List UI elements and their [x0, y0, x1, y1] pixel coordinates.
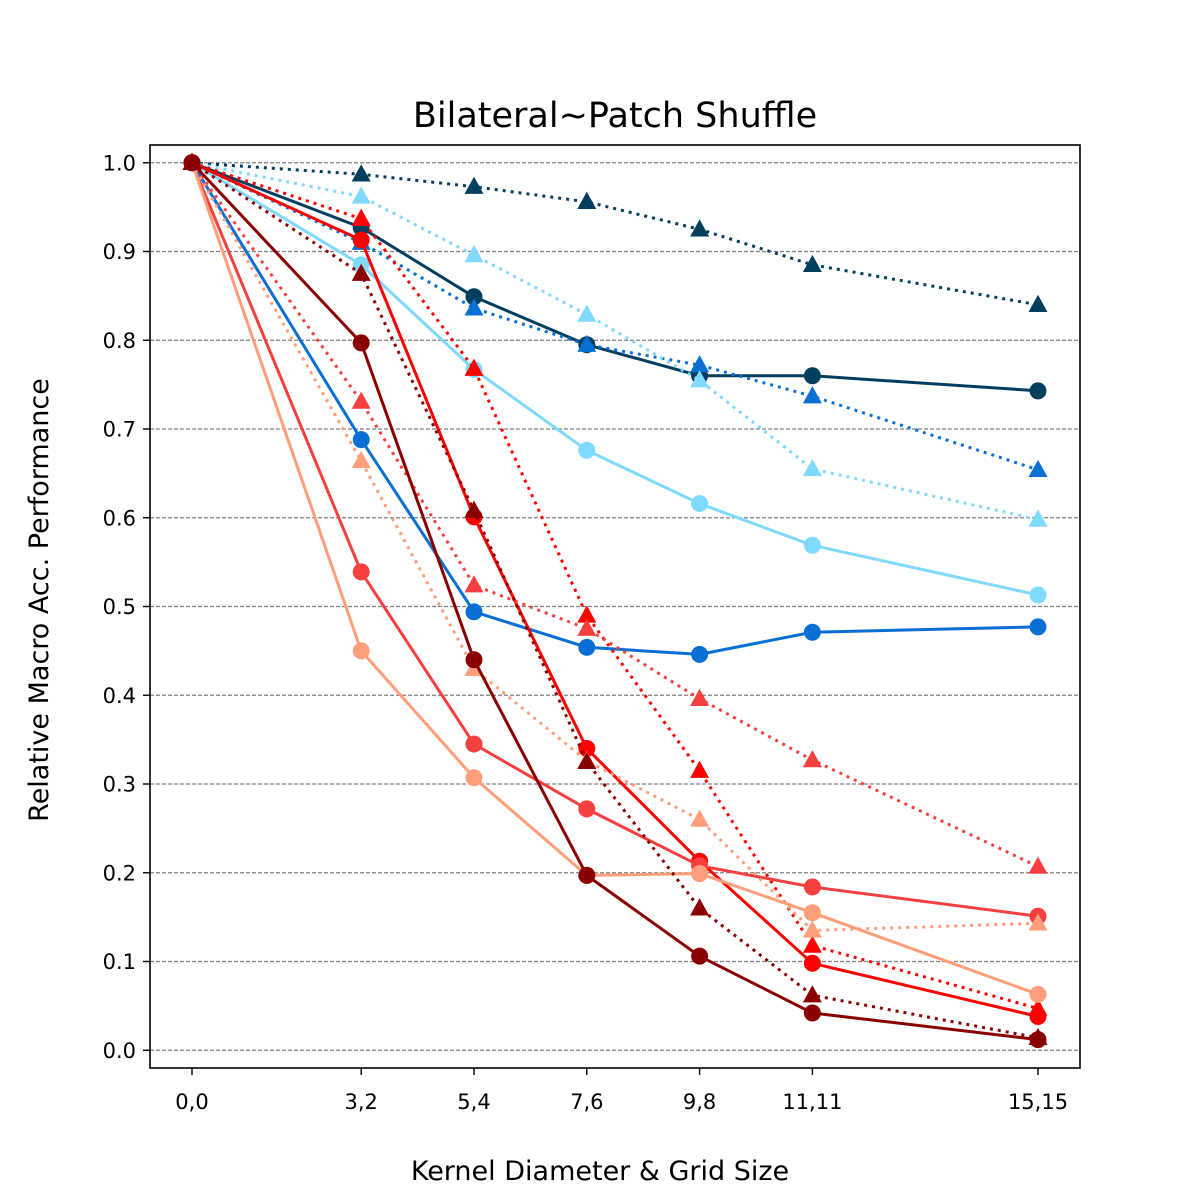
data-point: [1028, 459, 1048, 478]
data-point: [182, 152, 202, 170]
data-point: [464, 245, 484, 263]
data-point: [802, 985, 822, 1003]
data-point: [464, 298, 484, 316]
data-point: [351, 263, 371, 281]
data-point: [803, 367, 821, 385]
y-tick-label: 0.3: [103, 773, 136, 797]
data-point: [690, 688, 710, 706]
y-tick-label: 0.0: [103, 1039, 136, 1063]
data-point: [464, 358, 484, 376]
series-1: [182, 152, 1048, 312]
x-tick-label: 7,6: [570, 1090, 603, 1114]
data-point: [465, 288, 483, 306]
data-point: [691, 495, 709, 513]
y-tick-label: 0.1: [103, 950, 136, 974]
series-7: [182, 152, 1048, 1016]
data-point: [803, 904, 821, 922]
data-point: [578, 800, 596, 818]
data-point: [352, 231, 370, 249]
data-point: [577, 751, 597, 770]
data-point: [464, 176, 484, 194]
y-tick-label: 0.7: [103, 418, 136, 442]
x-tick-label: 0,0: [175, 1090, 208, 1114]
data-point: [578, 638, 596, 656]
data-point: [690, 370, 710, 388]
data-point: [352, 642, 370, 660]
x-axis-title: Kernel Diameter & Grid Size: [411, 1156, 789, 1187]
data-point: [1029, 985, 1047, 1003]
data-point: [1028, 856, 1048, 874]
y-tick-label: 0.5: [103, 595, 136, 619]
data-point: [803, 536, 821, 554]
data-point: [351, 164, 371, 182]
data-point: [691, 865, 709, 883]
y-tick-label: 0.2: [103, 861, 136, 885]
x-tick-label: 11,11: [782, 1090, 842, 1114]
y-tick-label: 0.8: [103, 329, 136, 353]
data-point: [465, 769, 483, 787]
data-point: [803, 954, 821, 972]
data-point: [351, 208, 371, 226]
data-point: [465, 651, 483, 669]
y-axis-title: Relative Macro Acc. Performance: [24, 378, 55, 822]
y-tick-label: 0.6: [103, 506, 136, 530]
data-point: [802, 254, 822, 273]
data-point: [691, 947, 709, 965]
data-point: [352, 334, 370, 352]
x-tick-label: 15,15: [1008, 1090, 1068, 1114]
data-point: [1029, 586, 1047, 604]
data-point: [577, 191, 597, 209]
data-point: [690, 219, 710, 237]
data-point: [577, 618, 597, 636]
data-point: [803, 1004, 821, 1022]
data-point: [578, 866, 596, 884]
series-layer: [182, 152, 1048, 1049]
data-point: [1028, 913, 1048, 931]
data-point: [577, 304, 597, 322]
data-point: [690, 355, 710, 373]
data-point: [690, 760, 710, 778]
data-point: [464, 575, 484, 593]
data-point: [803, 623, 821, 641]
data-point: [351, 391, 371, 409]
chart-title: Bilateral~Patch Shuffle: [413, 96, 817, 136]
data-point: [352, 431, 370, 449]
y-tick-label: 1.0: [103, 151, 136, 175]
data-point: [1028, 509, 1048, 527]
data-point: [802, 386, 822, 404]
ticks: 0.0 0.1 0.2 0.3 0.4 0.5 0.6 0.7 0.8 0.9 1.0 0,0 3,2 5…: [103, 151, 1068, 1114]
data-point: [802, 750, 822, 768]
data-point: [351, 186, 371, 204]
x-tick-label: 3,2: [344, 1090, 377, 1114]
data-point: [1028, 1027, 1048, 1046]
data-point: [690, 809, 710, 827]
data-point: [802, 458, 822, 477]
data-point: [691, 645, 709, 663]
data-point: [465, 603, 483, 621]
x-tick-label: 9,8: [683, 1090, 716, 1114]
gridlines: [150, 162, 1080, 1051]
x-tick-label: 5,4: [457, 1090, 490, 1114]
data-point: [465, 735, 483, 753]
data-point: [464, 500, 484, 518]
data-point: [1028, 998, 1048, 1016]
data-point: [351, 450, 371, 469]
data-point: [578, 441, 596, 459]
data-point: [1029, 382, 1047, 400]
data-point: [690, 898, 710, 916]
data-point: [1028, 294, 1048, 312]
data-point: [577, 334, 597, 352]
data-point: [802, 935, 822, 953]
y-tick-label: 0.9: [103, 240, 136, 264]
y-tick-label: 0.4: [103, 684, 136, 708]
data-point: [1029, 618, 1047, 636]
data-point: [352, 563, 370, 581]
data-point: [802, 920, 822, 938]
data-point: [577, 605, 597, 623]
data-point: [803, 878, 821, 896]
series-13: [182, 152, 1048, 1046]
